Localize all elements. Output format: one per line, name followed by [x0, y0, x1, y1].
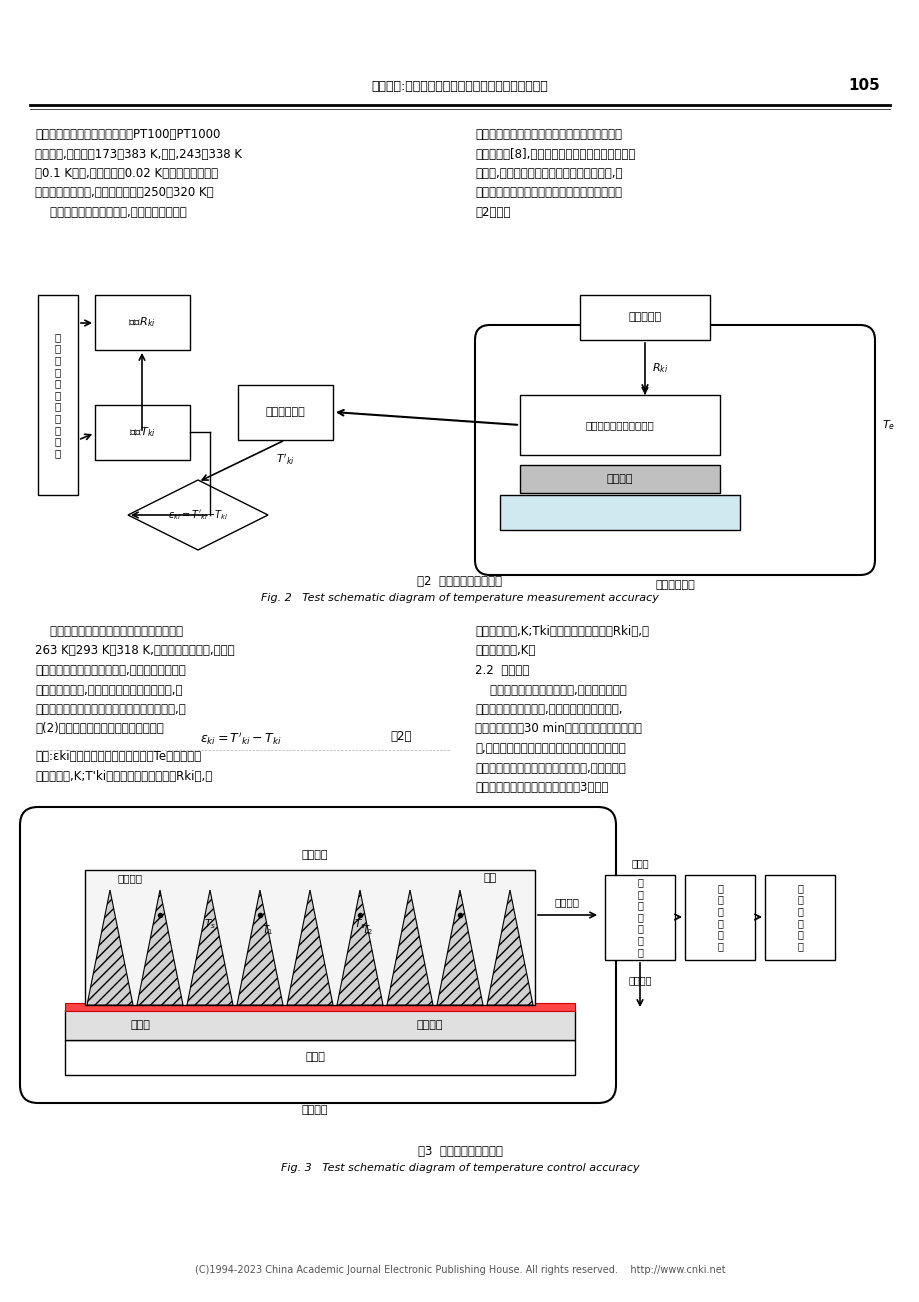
FancyBboxPatch shape: [20, 807, 616, 1103]
Text: 105: 105: [847, 78, 879, 92]
Text: 专
用
测
试
设
备: 专 用 测 试 设 备: [716, 883, 722, 950]
Text: 测温电阻: 测温电阻: [118, 874, 142, 883]
Text: 工作台: 工作台: [305, 1052, 324, 1062]
Text: 式中:εki为高低温试验箱内环境温度Te下热定标源
的测温精度,K;T'ki为标准电阻箱电阻值为Rki时,实: 式中:εki为高低温试验箱内环境温度Te下热定标源 的测温精度,K;T'ki为标…: [35, 750, 212, 783]
Text: 图3  控温精度测试原理图: 图3 控温精度测试原理图: [417, 1144, 502, 1157]
Text: 辐射源体: 辐射源体: [301, 850, 328, 861]
FancyBboxPatch shape: [85, 870, 535, 1005]
Polygon shape: [486, 891, 532, 1005]
Polygon shape: [387, 891, 433, 1005]
Text: 铂
电
阻
测
温
传
感
器
分
度
表: 铂 电 阻 测 温 传 感 器 分 度 表: [55, 332, 61, 458]
Text: $T_1$: $T_1$: [262, 923, 273, 937]
FancyBboxPatch shape: [519, 395, 720, 454]
Polygon shape: [237, 891, 283, 1005]
Polygon shape: [137, 891, 183, 1005]
Text: 漂移误差校准。测温传感器采用PT100或PT1000
型铂电阻,测量范围173～383 K,其中,243～338 K
按0.1 K分度,准确度优于0.02 K。: 漂移误差校准。测温传感器采用PT100或PT1000 型铂电阻,测量范围173～…: [35, 128, 242, 219]
Text: 测试时分别设定高低温试验箱内环境温度为
263 K、293 K和318 K,待环境温度稳定时,根据某
一路铂电阻测温传感器分度表,在测温范围内随机
选取多个电阻: 测试时分别设定高低温试验箱内环境温度为 263 K、293 K和318 K,待环…: [35, 625, 234, 736]
Polygon shape: [336, 891, 382, 1005]
FancyBboxPatch shape: [95, 296, 190, 350]
Text: $T_e$: $T_e$: [881, 418, 894, 432]
Text: 后盖板: 后盖板: [130, 1019, 150, 1030]
Polygon shape: [287, 891, 333, 1005]
Text: $\varepsilon_{ki} = T'_{ki} - T_{ki}$: $\varepsilon_{ki} = T'_{ki} - T_{ki}$: [199, 730, 281, 746]
FancyBboxPatch shape: [499, 495, 739, 530]
Text: 外壳: 外壳: [482, 874, 496, 883]
Text: $T_2$: $T_2$: [361, 923, 373, 937]
FancyBboxPatch shape: [65, 1003, 574, 1010]
Text: 温
度
动
态
特
性: 温 度 动 态 特 性: [796, 883, 802, 950]
Text: 热真空罐: 热真空罐: [301, 1105, 328, 1115]
Text: $R_{ki}$: $R_{ki}$: [652, 361, 667, 375]
Text: $T'_{ki}$: $T'_{ki}$: [276, 452, 294, 467]
Polygon shape: [437, 891, 482, 1005]
FancyBboxPatch shape: [65, 1040, 574, 1075]
Polygon shape: [87, 891, 133, 1005]
FancyBboxPatch shape: [685, 875, 754, 960]
FancyBboxPatch shape: [579, 296, 709, 340]
Text: 高低温试验箱: 高低温试验箱: [654, 579, 694, 590]
FancyBboxPatch shape: [605, 875, 675, 960]
Text: 安装平台: 安装平台: [607, 474, 632, 484]
Text: $T_s$: $T_s$: [204, 917, 216, 931]
FancyBboxPatch shape: [519, 465, 720, 493]
Text: $T_s$: $T_s$: [354, 917, 366, 931]
Text: Fig. 2   Test schematic diagram of temperature measurement accuracy: Fig. 2 Test schematic diagram of tempera…: [261, 592, 658, 603]
Text: 值标准电阻箱模拟铂电阻测温传感器分度表中不
同阻值输入[8],在控制器工作环境温度范围和测温
范围内,选择多个环境温度点和铂电阻测温点,评
价热定标源的测温精度: 值标准电阻箱模拟铂电阻测温传感器分度表中不 同阻值输入[8],在控制器工作环境温…: [474, 128, 635, 219]
FancyBboxPatch shape: [474, 326, 874, 575]
FancyBboxPatch shape: [65, 1010, 574, 1040]
FancyBboxPatch shape: [38, 296, 78, 495]
Polygon shape: [187, 891, 233, 1005]
FancyBboxPatch shape: [765, 875, 834, 960]
Polygon shape: [128, 480, 267, 549]
Text: $\varepsilon_{ki}{=}T'_{ki}{-}T_{ki}$: $\varepsilon_{ki}{=}T'_{ki}{-}T_{ki}$: [167, 508, 228, 522]
Text: 温
度
测
量
控
制
器: 温 度 测 量 控 制 器: [636, 878, 642, 957]
FancyBboxPatch shape: [238, 385, 333, 440]
Text: Fig. 3   Test schematic diagram of temperature control accuracy: Fig. 3 Test schematic diagram of tempera…: [280, 1163, 639, 1173]
Text: 阻值$R_{ki}$: 阻值$R_{ki}$: [128, 315, 155, 329]
Text: 专用测试设备: 专用测试设备: [265, 408, 304, 417]
Text: 温度信号: 温度信号: [554, 897, 579, 907]
FancyBboxPatch shape: [95, 405, 190, 460]
Text: 高青松等:星载微波辐射计热定标源计量测试技术研究: 高青松等:星载微波辐射计热定标源计量测试技术研究: [371, 79, 548, 92]
Text: 标准电阻箱: 标准电阻箱: [628, 312, 661, 322]
Text: 温度值: 温度值: [630, 858, 648, 868]
Text: 热定标源温度测量控制器: 热定标源温度测量控制器: [585, 421, 653, 430]
Text: 热控单元: 热控单元: [416, 1019, 443, 1030]
Text: 加热指令: 加热指令: [628, 975, 651, 986]
Text: 图2  测温精度测试原理图: 图2 测温精度测试原理图: [417, 575, 502, 589]
Text: 温度$T_{ki}$: 温度$T_{ki}$: [129, 424, 155, 439]
Text: (C)1994-2023 China Academic Journal Electronic Publishing House. All rights rese: (C)1994-2023 China Academic Journal Elec…: [195, 1266, 724, 1275]
Text: （2）: （2）: [390, 730, 411, 743]
Text: 时采集的温度,K;Tki为分度表中电阻值为Rki时,对
应的标称温度,K。
2.2  控温精度
    完成测温精度和范围测试后,将热定标源辐射
源体置于热真空: 时采集的温度,K;Tki为分度表中电阻值为Rki时,对 应的标称温度,K。 2.…: [474, 625, 648, 794]
